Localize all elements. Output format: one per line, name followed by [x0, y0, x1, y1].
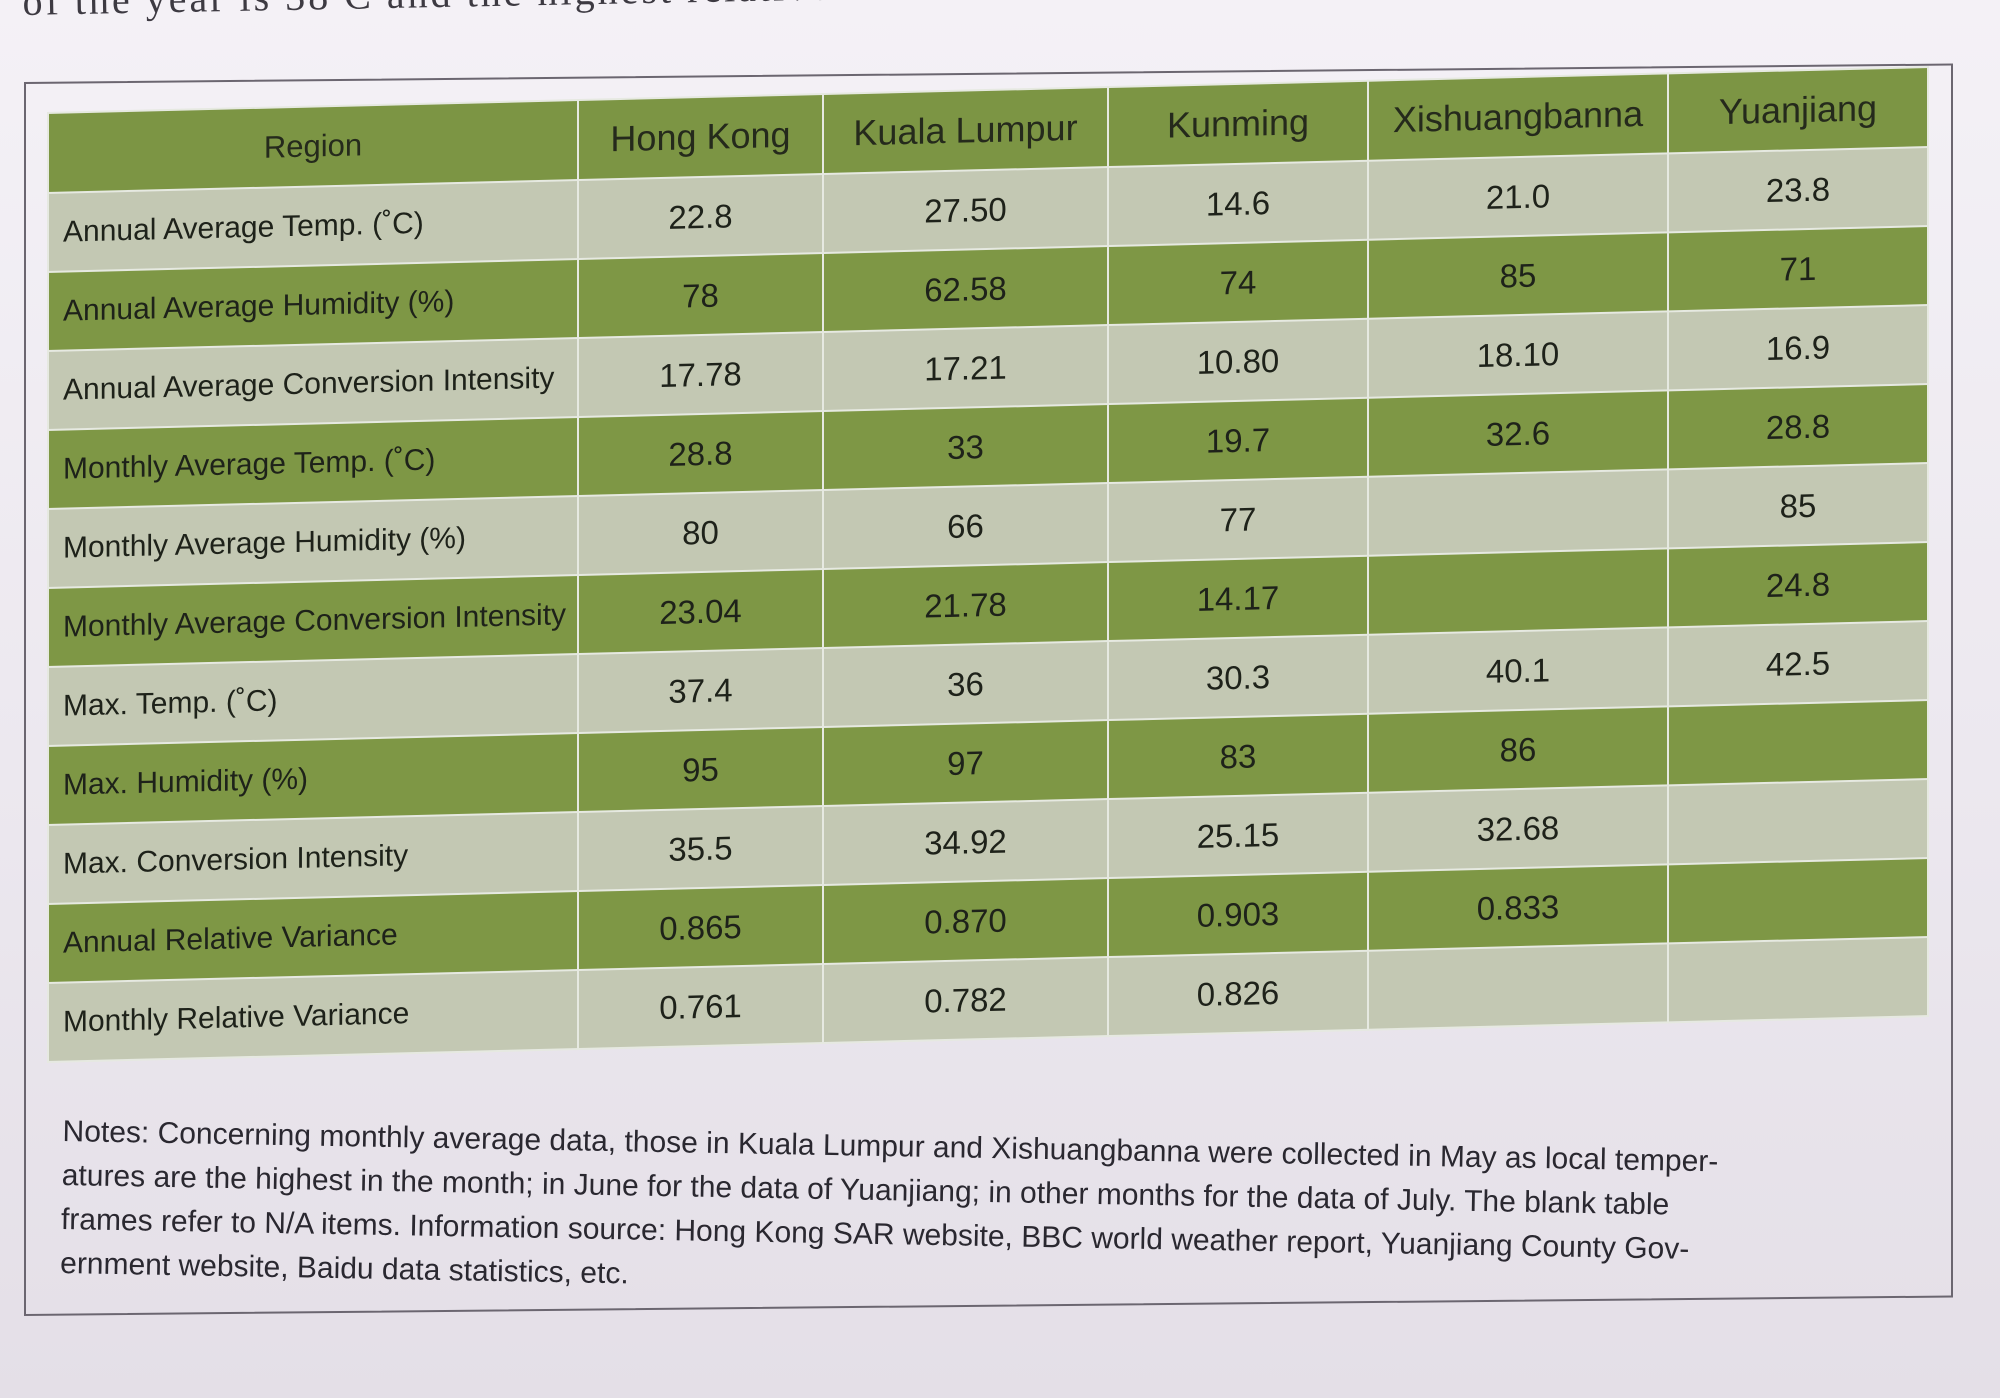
table-cell: 17.21 — [823, 325, 1108, 412]
table-cell — [1668, 779, 1928, 865]
column-header-xishuangbanna: Xishuangbanna — [1368, 73, 1668, 161]
table-cell: 0.761 — [578, 964, 823, 1050]
table-cell: 77 — [1108, 476, 1368, 563]
table-cell: 95 — [578, 727, 823, 813]
table-cell: 18.10 — [1368, 311, 1668, 398]
row-label: Annual Average Conversion Intensity — [48, 338, 578, 430]
table-cell: 36 — [823, 641, 1108, 728]
column-header-yuanjiang: Yuanjiang — [1668, 67, 1928, 154]
row-label: Annual Relative Variance — [48, 891, 578, 983]
table-cell: 24.8 — [1668, 542, 1928, 628]
table-cell: 17.78 — [578, 332, 823, 418]
table-cell: 25.15 — [1108, 792, 1368, 879]
table-cell: 28.8 — [578, 411, 823, 497]
table-cell: 28.8 — [1668, 384, 1928, 470]
row-label: Max. Humidity (%) — [48, 733, 578, 825]
table-cell: 33 — [823, 404, 1108, 491]
table-cell: 0.782 — [823, 957, 1108, 1044]
table-cell: 74 — [1108, 239, 1368, 326]
climate-comparison-table-container: Region Hong Kong Kuala Lumpur Kunming Xi… — [47, 66, 1929, 1063]
table-cell — [1668, 858, 1928, 944]
table-cell: 78 — [578, 253, 823, 339]
row-label: Monthly Average Humidity (%) — [48, 496, 578, 588]
table-cell: 34.92 — [823, 799, 1108, 886]
table-cell: 21.78 — [823, 562, 1108, 649]
row-label: Annual Average Humidity (%) — [48, 259, 578, 351]
table-cell: 0.865 — [578, 885, 823, 971]
table-cell: 66 — [823, 483, 1108, 570]
table-cell: 21.0 — [1368, 153, 1668, 240]
table-cell: 37.4 — [578, 648, 823, 734]
table-cell: 30.3 — [1108, 634, 1368, 721]
table-cell: 14.6 — [1108, 160, 1368, 247]
column-header-hong-kong: Hong Kong — [578, 94, 823, 181]
table-cell: 10.80 — [1108, 318, 1368, 405]
table-cell — [1668, 937, 1928, 1023]
table-cell: 83 — [1108, 713, 1368, 800]
table-cell: 0.903 — [1108, 871, 1368, 958]
row-label: Monthly Average Temp. (˚C) — [48, 417, 578, 509]
table-cell: 80 — [578, 490, 823, 576]
row-label: Monthly Average Conversion Intensity — [48, 575, 578, 667]
row-label: Monthly Relative Variance — [48, 970, 578, 1062]
row-label: Max. Temp. (˚C) — [48, 654, 578, 746]
column-header-kunming: Kunming — [1108, 80, 1368, 168]
table-cell: 23.8 — [1668, 147, 1928, 233]
column-header-kuala-lumpur: Kuala Lumpur — [823, 87, 1108, 175]
row-label: Annual Average Temp. (˚C) — [48, 180, 578, 272]
table-cell: 16.9 — [1668, 305, 1928, 391]
table-cell — [1368, 548, 1668, 635]
table-cell: 86 — [1368, 706, 1668, 793]
table-cell: 27.50 — [823, 167, 1108, 254]
climate-comparison-table: Region Hong Kong Kuala Lumpur Kunming Xi… — [47, 66, 1929, 1063]
table-cell: 40.1 — [1368, 627, 1668, 714]
table-cell: 0.833 — [1368, 864, 1668, 951]
table-cell: 14.17 — [1108, 555, 1368, 642]
table-cell: 22.8 — [578, 174, 823, 260]
table-cell: 97 — [823, 720, 1108, 807]
table-cell: 0.826 — [1108, 950, 1368, 1037]
table-cell: 23.04 — [578, 569, 823, 655]
table-cell: 85 — [1368, 232, 1668, 319]
table-cell: 0.870 — [823, 878, 1108, 965]
table-cell — [1368, 469, 1668, 556]
table-cell: 71 — [1668, 226, 1928, 312]
column-header-region: Region — [48, 100, 578, 193]
row-label: Max. Conversion Intensity — [48, 812, 578, 904]
table-cell: 42.5 — [1668, 621, 1928, 707]
table-cell: 85 — [1668, 463, 1928, 549]
table-notes: Notes: Concerning monthly average data, … — [60, 1110, 1923, 1320]
table-cell — [1368, 943, 1668, 1030]
table-cell: 35.5 — [578, 806, 823, 892]
table-cell: 32.6 — [1368, 390, 1668, 477]
table-cell: 19.7 — [1108, 397, 1368, 484]
table-cell: 32.68 — [1368, 785, 1668, 872]
table-cell — [1668, 700, 1928, 786]
table-cell: 62.58 — [823, 246, 1108, 333]
